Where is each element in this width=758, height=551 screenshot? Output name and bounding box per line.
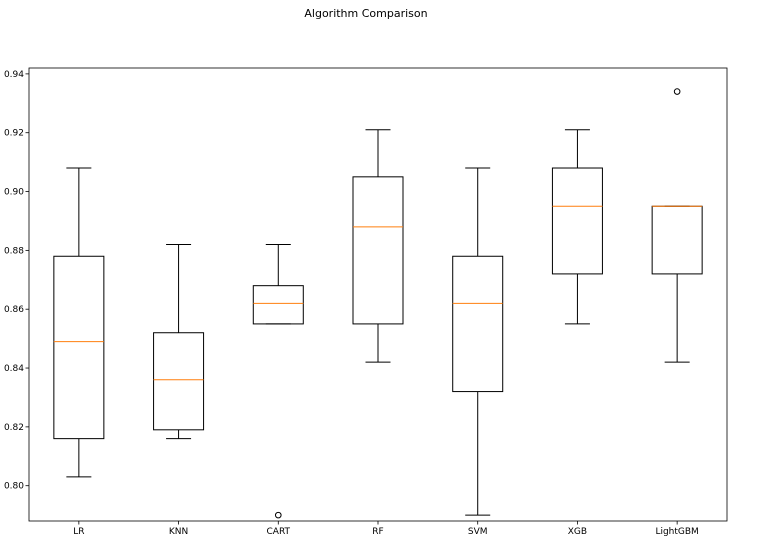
- box-CART: [252, 285, 304, 325]
- y-tick-label: 0.84: [4, 364, 24, 374]
- y-tick-label: 0.92: [4, 129, 24, 139]
- chart-title: Algorithm Comparison: [304, 7, 428, 20]
- box-XGB: [551, 167, 603, 275]
- outlier-point: [274, 511, 282, 519]
- y-tick-label: 0.82: [4, 423, 24, 433]
- box-SVM: [452, 255, 504, 393]
- y-tick-label: 0.88: [4, 246, 24, 256]
- y-tick-label: 0.80: [4, 482, 24, 492]
- x-tick-label: XGB: [568, 527, 587, 537]
- x-tick-label: LR: [73, 527, 84, 537]
- box-LR: [53, 255, 105, 440]
- y-tick-label: 0.90: [4, 188, 24, 198]
- x-tick-label: CART: [267, 527, 291, 537]
- x-tick-label: LightGBM: [655, 527, 698, 537]
- box-KNN: [153, 332, 205, 431]
- box-RF: [352, 176, 404, 325]
- outlier-point: [673, 88, 681, 95]
- x-tick-label: KNN: [169, 527, 188, 537]
- y-tick-label: 0.86: [4, 305, 24, 315]
- y-tick-label: 0.94: [4, 70, 24, 80]
- x-tick-label: SVM: [468, 527, 488, 537]
- x-tick-label: RF: [372, 527, 383, 537]
- box-LightGBM: [651, 205, 703, 275]
